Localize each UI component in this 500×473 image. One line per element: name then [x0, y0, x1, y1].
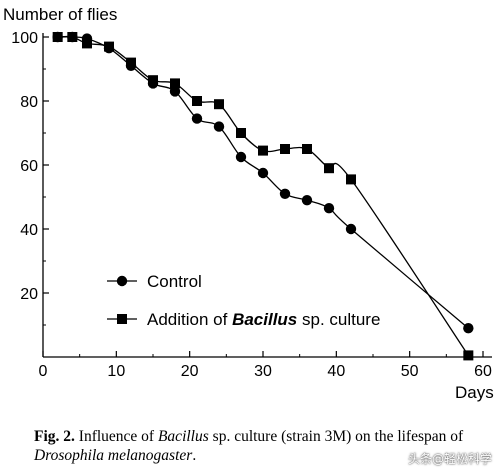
y-axis-label: Number of flies [3, 5, 117, 24]
watermark: 头条@轻松科学 [407, 452, 492, 466]
legend-bacillus-marker [117, 314, 127, 324]
y-tick-label: 80 [20, 94, 38, 111]
bacillus-point [67, 32, 78, 42]
caption-text-3: . [192, 447, 197, 464]
x-axis-label: Days [455, 383, 494, 402]
bacillus-point [280, 144, 290, 154]
bacillus-point [258, 145, 268, 156]
caption-text-2: sp. culture (strain 3M) on the lifespan … [208, 428, 464, 445]
x-tick-label: 30 [254, 363, 272, 380]
legend: Control Addition of Bacillus sp. culture [107, 272, 380, 329]
lifespan-chart: Number of flies Days 0 10 20 30 40 50 60 20 40 60… [3, 5, 494, 402]
legend-bacillus-label-part1: Addition of [147, 310, 232, 329]
legend-bacillus-label: Addition of Bacillus sp. culture [147, 310, 380, 329]
x-tick-label: 20 [181, 363, 199, 380]
bacillus-point [302, 144, 312, 154]
bacillus-point [170, 78, 180, 89]
y-tick-label: 60 [20, 158, 38, 175]
bacillus-point [192, 96, 202, 106]
x-tick-label: 50 [401, 363, 419, 380]
control-point [191, 113, 203, 124]
control-point [213, 121, 225, 132]
series-layer [52, 31, 474, 361]
control-point [345, 223, 357, 235]
bacillus-point [52, 32, 63, 42]
x-tick-label: 0 [39, 363, 48, 380]
control-point [301, 195, 313, 206]
legend-bacillus-label-part3: sp. culture [297, 310, 380, 329]
control-point [169, 86, 181, 97]
bacillus-point [214, 99, 224, 110]
figure-caption: Fig. 2. Influence of Bacillus sp. cultur… [34, 427, 474, 465]
bacillus-point [82, 38, 92, 49]
y-tick-label: 100 [11, 30, 38, 47]
control-point [279, 188, 291, 199]
bacillus-point [463, 350, 474, 361]
bacillus-point [236, 128, 246, 138]
bacillus-point [324, 163, 334, 174]
bacillus-point [148, 75, 158, 86]
axis-ticks: 0 10 20 30 40 50 60 20 40 60 80 100 [11, 30, 492, 380]
caption-species: Drosophila melanogaster [34, 447, 193, 464]
legend-control-label: Control [147, 272, 202, 291]
y-tick-label: 40 [20, 222, 38, 239]
x-tick-label: 10 [107, 363, 125, 380]
caption-genus: Bacillus [157, 428, 209, 445]
caption-text-1: Influence of [74, 428, 158, 445]
bacillus-line [57, 35, 469, 356]
x-tick-label: 60 [474, 363, 492, 380]
x-tick-label: 40 [327, 363, 345, 380]
control-point [235, 151, 247, 163]
caption-label: Fig. 2. [34, 428, 75, 445]
bacillus-point [346, 174, 356, 185]
bacillus-point [126, 57, 136, 68]
control-point [323, 203, 335, 214]
legend-bacillus-label-genus: Bacillus [232, 310, 297, 329]
bacillus-point [104, 41, 114, 52]
y-tick-label: 20 [20, 286, 38, 303]
legend-control-marker [116, 275, 128, 287]
control-point [463, 323, 474, 334]
control-point [257, 167, 269, 179]
